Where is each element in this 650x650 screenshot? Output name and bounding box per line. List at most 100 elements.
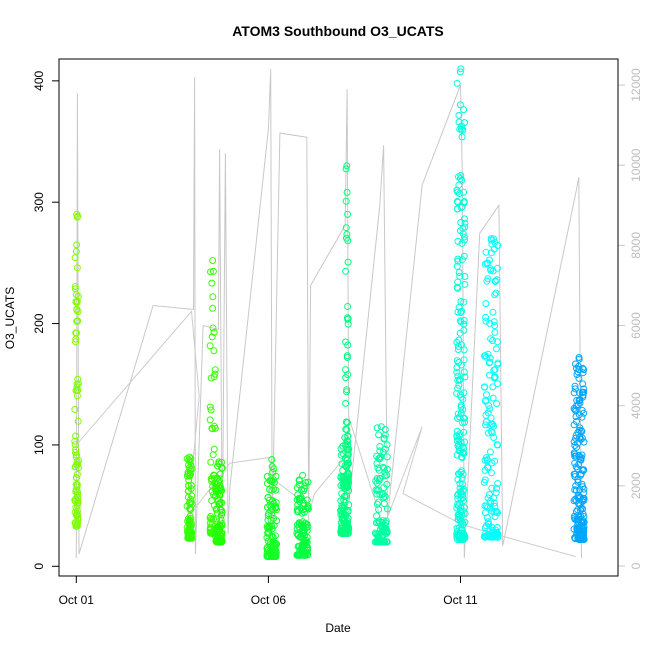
data-point [343,188,351,196]
data-point [456,430,464,438]
data-point [183,523,191,531]
data-point [72,495,80,503]
data-point [207,374,215,382]
data-point [72,463,80,471]
data-point [480,383,488,391]
data-point [268,456,276,463]
data-point [187,455,195,463]
data-point [266,501,274,509]
data-point [485,429,492,437]
data-point [213,505,221,513]
data-point [458,122,465,130]
data-point [454,470,462,478]
data-point [580,466,588,474]
data-point [294,521,301,529]
data-point [570,470,578,478]
data-point [343,437,351,445]
y2-tick-label: 2000 [629,472,643,499]
data-point [456,68,464,76]
data-point [215,458,223,466]
data-point [206,342,214,350]
data-point [488,429,496,437]
data-point [185,530,192,538]
data-point [294,551,302,559]
data-point [460,106,468,114]
data-point [491,291,499,299]
data-point [484,259,492,267]
data-point [73,512,81,520]
data-point [73,241,81,249]
data-point [267,503,275,511]
data-point [218,509,226,516]
data-point [490,499,498,507]
data-point [576,424,584,432]
data-point [293,484,301,492]
data-point [73,210,81,218]
data-point [383,471,391,479]
y2-tick-label: 4000 [629,392,643,419]
data-point [458,454,466,461]
data-point [380,434,388,442]
chart-title: ATOM3 Southbound O3_UCATS [232,23,444,39]
y2-tick-label: 8000 [629,232,643,259]
data-point [379,517,387,525]
data-point [342,224,350,232]
data-point [186,534,194,542]
plot-frame [58,58,619,577]
data-point [72,474,80,481]
data-point [185,464,193,472]
data-point [576,399,584,407]
data-point [484,350,492,358]
data-point [482,313,490,321]
data-point [488,484,496,492]
data-point [73,305,81,313]
data-point [460,199,468,207]
data-point [186,499,193,507]
data-point [493,276,501,284]
data-point [460,317,468,324]
data-point [457,403,465,411]
data-point [383,441,391,449]
data-point [484,518,492,526]
series-1 [71,210,83,530]
data-point [461,438,469,446]
data-point [209,267,217,275]
data-point [457,65,465,73]
data-point [211,366,219,374]
data-point [460,389,468,397]
data-point [488,469,495,477]
data-point [457,525,465,533]
data-point [485,402,493,409]
data-point [341,520,349,528]
data-point [484,463,491,471]
data-point [342,418,350,426]
data-point [494,529,501,537]
data-point [375,466,383,474]
data-point [206,403,214,411]
data-point [376,443,384,450]
data-point [267,516,275,524]
data-point [206,519,214,527]
data-point [460,368,468,376]
data-point [73,317,81,325]
y-axis-label: O3_UCATS [3,287,17,349]
data-point [187,462,195,469]
data-point [298,541,306,549]
data-point [209,324,217,332]
series-7 [337,434,353,537]
data-point [456,101,464,109]
data-point [268,550,276,558]
data-point [580,536,588,544]
data-point [455,111,463,119]
data-point [376,454,384,462]
data-point [294,530,302,538]
data-point [492,533,500,541]
data-point [457,439,465,446]
data-point [453,368,461,376]
data-point [572,508,580,516]
data-point [485,520,492,528]
data-point [342,267,350,275]
data-point [72,291,80,299]
data-point [571,452,579,460]
y2-tick-label: 0 [629,562,643,569]
